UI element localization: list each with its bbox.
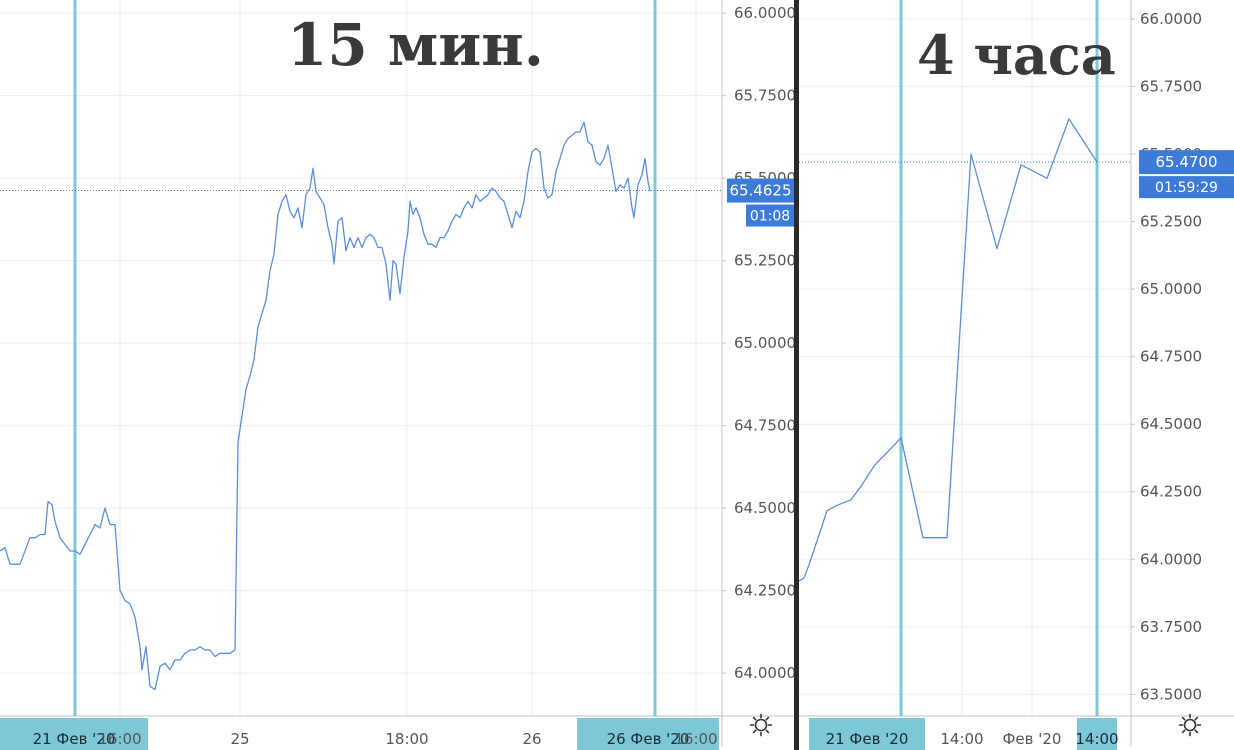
date-marker-badge	[577, 718, 719, 750]
price-line	[799, 118, 1098, 582]
current-price-label: 65.4700	[1155, 153, 1217, 171]
price-axis: 66.000065.750065.500065.250065.000064.75…	[1131, 10, 1202, 703]
countdown-badge	[1139, 176, 1234, 199]
x-tick-label: 16:00	[674, 730, 717, 748]
gear-icon[interactable]	[748, 712, 774, 738]
x-tick-label: 16:00	[98, 730, 141, 748]
chart-15min-panel: 66.0000 65.7500 65.5000 65.2500 65.0000 64.75…	[0, 0, 794, 750]
y-tick-label: 65.7500	[734, 87, 794, 105]
y-tick-label: 64.2500	[1140, 483, 1202, 501]
y-tick-label: 63.7500	[1140, 618, 1202, 636]
y-tick-label: 64.7500	[1140, 348, 1202, 366]
current-price-badge	[727, 178, 794, 203]
y-tick-label: 64.5000	[734, 499, 794, 517]
y-tick-label: 64.2500	[734, 582, 794, 600]
panel-divider	[794, 0, 799, 750]
gear-icon[interactable]	[1177, 712, 1203, 738]
x-tick-label: Фев '20	[1003, 730, 1062, 748]
date-marker-badge	[809, 718, 925, 750]
x-tick-label: 26	[522, 730, 541, 748]
y-tick-label: 65.0000	[734, 334, 794, 352]
x-tick-label: 18:00	[385, 730, 428, 748]
date-marker-badge	[1077, 718, 1117, 750]
price-axis: 66.000065.750065.500065.250065.000064.75…	[722, 4, 794, 682]
chart-15min[interactable]: 66.000065.750065.500065.250065.000064.75…	[0, 0, 794, 750]
date-marker-label: 21 Фев '20	[33, 730, 116, 748]
y-tick-label: 65.2500	[1140, 213, 1202, 231]
y-tick-label: 63.5000	[1140, 685, 1202, 703]
date-marker-label: 21 Фев '20	[826, 730, 909, 748]
y-tick-label: 65.2500	[734, 252, 794, 270]
x-tick-label: 25	[230, 730, 249, 748]
x-tick-label: 14:00	[940, 730, 983, 748]
countdown-label: 01:08	[750, 209, 790, 225]
countdown-label: 01:59:29	[1155, 180, 1218, 196]
y-tick-label: 66.0000	[734, 4, 794, 22]
chart-4h-panel: 66.000065.750065.500065.250065.000064.75…	[799, 0, 1234, 750]
current-price-badge	[1139, 150, 1234, 175]
price-line	[0, 121, 651, 691]
date-marker-label: 14:00	[1075, 730, 1118, 748]
y-tick-label: 64.0000	[1140, 550, 1202, 568]
date-marker-badge	[0, 718, 148, 750]
grid-lines	[799, 0, 1131, 716]
current-price-label: 65.4625	[729, 182, 791, 200]
y-tick-label: 66.0000	[1140, 10, 1202, 28]
chart-4h[interactable]: 66.000065.750065.500065.250065.000064.75…	[799, 0, 1234, 750]
date-marker-label: 26 Фев '20	[607, 730, 690, 748]
y-tick-label: 64.0000	[734, 664, 794, 682]
y-tick-label: 64.5000	[1140, 415, 1202, 433]
time-axis: 21 Фев '20 14:00 Фев '20 14:00	[809, 718, 1119, 750]
countdown-badge	[746, 204, 794, 227]
chart-15min-title: 15 мин.	[287, 11, 544, 79]
y-tick-label: 64.7500	[734, 417, 794, 435]
y-tick-label: 65.7500	[1140, 77, 1202, 95]
grid-lines	[0, 0, 722, 716]
chart-4h-title: 4 часа	[917, 23, 1116, 87]
y-tick-label: 65.0000	[1140, 280, 1202, 298]
